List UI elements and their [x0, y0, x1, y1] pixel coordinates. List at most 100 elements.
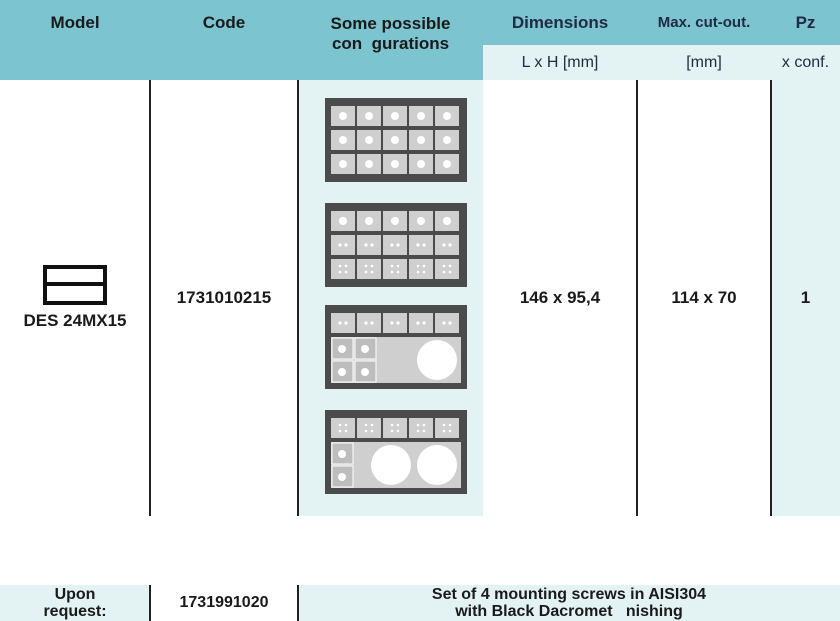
diagram-part	[396, 264, 400, 268]
diagram-part	[344, 423, 348, 427]
diagram-part	[383, 418, 407, 438]
diagram-part	[365, 136, 373, 144]
diagram-part	[416, 243, 420, 247]
diagram-part	[409, 418, 433, 438]
diagram-part	[331, 259, 355, 279]
diagram-part	[435, 418, 459, 438]
divider	[149, 585, 151, 621]
cutout-cell: 114 x 70	[671, 288, 737, 307]
unit-pz: x conf.	[771, 45, 840, 80]
diagram-part	[338, 270, 342, 274]
diagram-part	[390, 270, 394, 274]
diagram-part	[435, 313, 459, 333]
diagram-part	[357, 235, 381, 255]
diagram-part	[417, 445, 457, 485]
diagram-part	[396, 243, 400, 247]
diagram-part	[416, 321, 420, 325]
diagram-part	[344, 429, 348, 433]
diagram-part	[422, 264, 426, 268]
divider	[297, 80, 299, 516]
accessory-description: Set of 4 mounting screws in AISI304 with…	[298, 585, 840, 621]
divider	[149, 80, 151, 516]
divider	[770, 80, 772, 516]
diagram-part	[448, 423, 452, 427]
header-model: Model	[0, 0, 150, 45]
divider	[636, 80, 638, 516]
diagram-part	[417, 217, 425, 225]
header-line: Some possible	[330, 14, 451, 33]
model-cell: DES 24MX15	[0, 80, 150, 516]
diagram-part	[344, 270, 348, 274]
diagram-part	[338, 264, 342, 268]
dimensions-cell: 146 x 95,4	[519, 288, 601, 307]
diagram-part	[390, 429, 394, 433]
diagram-part	[338, 368, 346, 376]
diagram-part	[390, 321, 394, 325]
accessory-code: 1731991020	[179, 594, 269, 611]
diagram-part	[422, 243, 426, 247]
diagram-part	[396, 270, 400, 274]
diagram-part	[396, 429, 400, 433]
diagram-part	[365, 217, 373, 225]
divider	[297, 585, 299, 621]
diagram-part	[390, 423, 394, 427]
pz-cell: 1	[800, 288, 811, 307]
diagram-part	[442, 264, 446, 268]
diagram-part	[370, 423, 374, 427]
diagram-part	[391, 160, 399, 168]
diagram-part	[390, 264, 394, 268]
diagram-part	[383, 313, 407, 333]
diagram-part	[396, 423, 400, 427]
diagram-part	[443, 217, 451, 225]
header-configs: Some possible con gurations	[298, 0, 483, 80]
diagram-part	[383, 235, 407, 255]
diagram-part	[443, 160, 451, 168]
diagram-part	[361, 368, 369, 376]
diagram-part	[443, 112, 451, 120]
diagram-part	[435, 259, 459, 279]
diagram-part	[338, 243, 342, 247]
diagram-part	[370, 243, 374, 247]
label-line: request:	[43, 603, 107, 620]
header-fill	[0, 45, 298, 80]
header-code: Code	[150, 0, 298, 45]
model-text: DES 24MX15	[23, 311, 127, 330]
desc-line: Set of 4 mounting screws in AISI304	[431, 586, 707, 603]
header-cutout: Max. cut-out.	[637, 0, 771, 45]
diagram-part	[370, 321, 374, 325]
diagram-part	[357, 259, 381, 279]
diagram-part	[409, 259, 433, 279]
diagram-part	[448, 264, 452, 268]
diagram-part	[331, 313, 355, 333]
label-line: Upon	[54, 586, 96, 603]
diagram-part	[409, 313, 433, 333]
diagram-part	[422, 321, 426, 325]
diagram-part	[417, 112, 425, 120]
diagram-part	[331, 418, 355, 438]
diagram-part	[416, 429, 420, 433]
diagram-part	[390, 243, 394, 247]
diagram-part	[391, 136, 399, 144]
diagram-part	[417, 136, 425, 144]
header-dimensions: Dimensions	[483, 0, 637, 45]
diagram-part	[339, 112, 347, 120]
diagram-part	[442, 423, 446, 427]
diagram-part	[409, 235, 433, 255]
diagram-part	[422, 423, 426, 427]
diagram-part	[371, 445, 411, 485]
code-cell: 1731010215	[176, 288, 272, 307]
diagram-part	[344, 243, 348, 247]
diagram-part	[442, 270, 446, 274]
diagram-part	[370, 264, 374, 268]
diagram-part	[338, 345, 346, 353]
header-line: con gurations	[331, 34, 450, 53]
diagram-part	[364, 264, 368, 268]
diagram-part	[443, 136, 451, 144]
diagram-part	[338, 473, 346, 481]
diagram-part	[416, 270, 420, 274]
diagram-part	[416, 423, 420, 427]
diagram-part	[448, 270, 452, 274]
diagram-part	[370, 429, 374, 433]
accessory-label: Upon request:	[0, 585, 150, 621]
